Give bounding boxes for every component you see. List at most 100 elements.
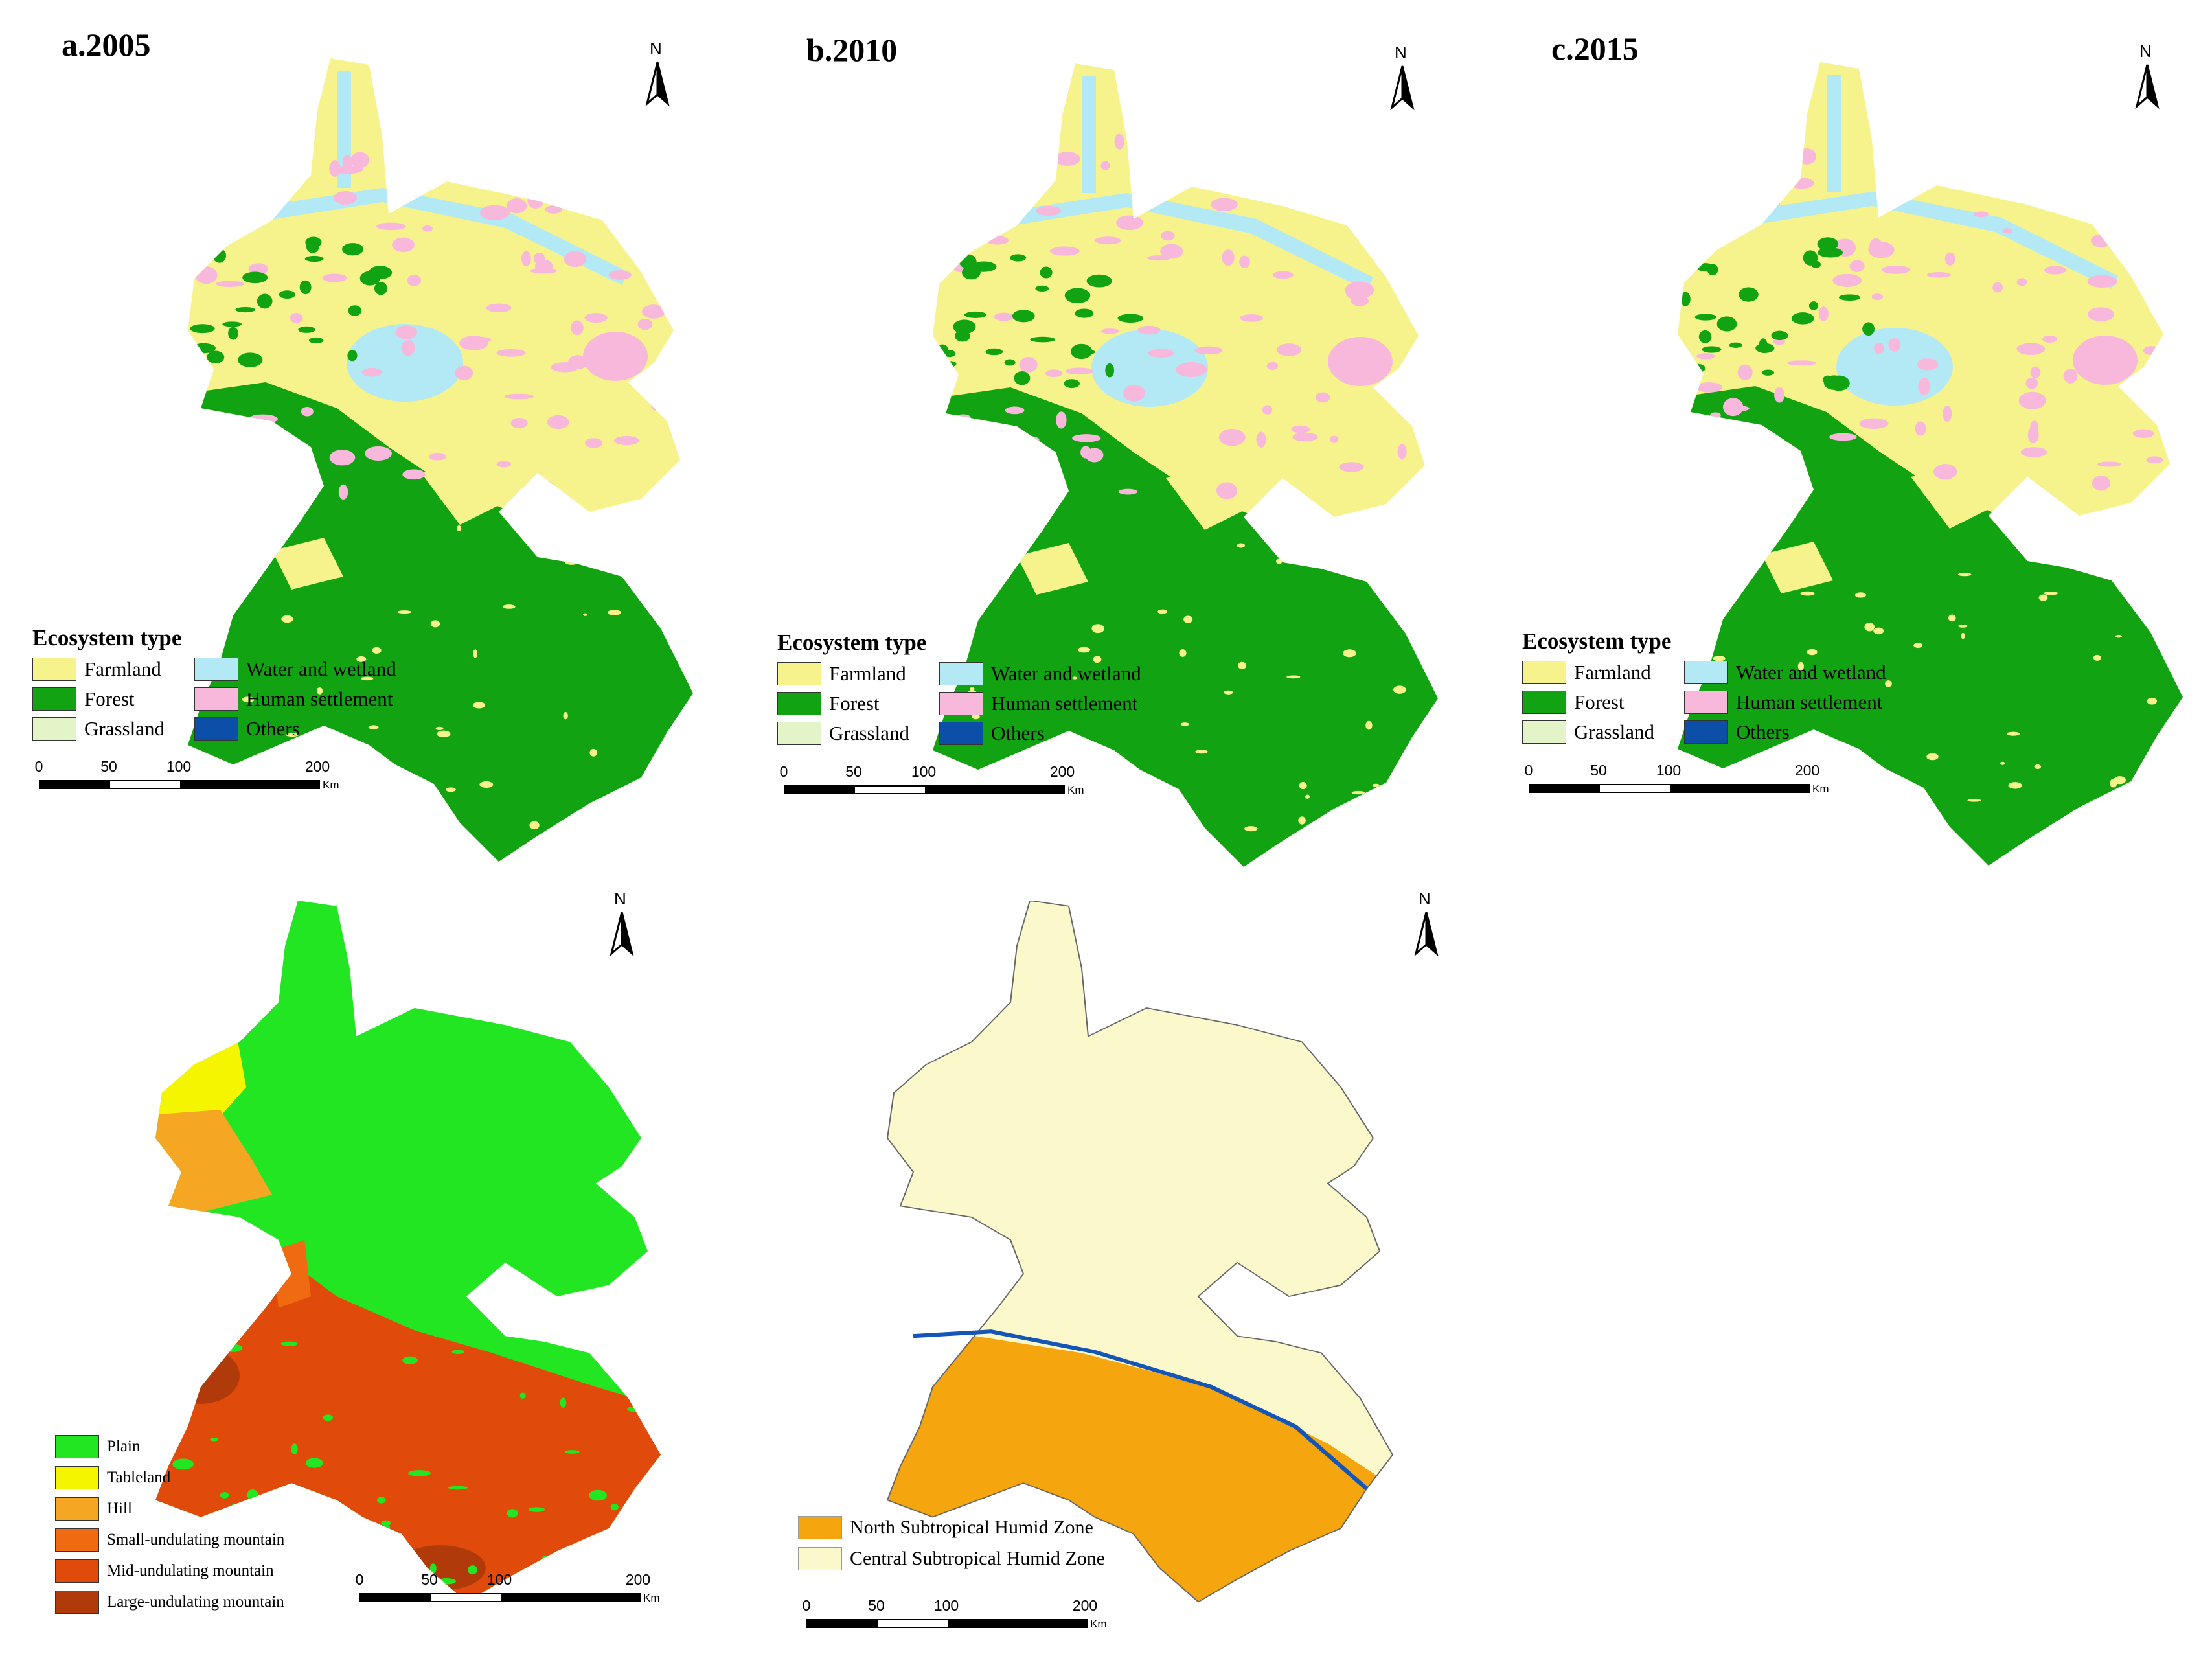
settlement-patch bbox=[407, 275, 422, 286]
settlement-patch bbox=[459, 336, 488, 350]
plain-patch bbox=[323, 1414, 334, 1421]
farmland-patch bbox=[1957, 572, 1972, 577]
settlement-patch bbox=[200, 165, 209, 173]
lake-area bbox=[1091, 329, 1208, 407]
settlement-patch bbox=[986, 435, 1015, 442]
scale-tick-label: 200 bbox=[1072, 1597, 1098, 1614]
farmland-patch bbox=[1305, 794, 1310, 799]
farmland-patch bbox=[972, 713, 980, 720]
scale-tick-label: 0 bbox=[802, 1597, 811, 1614]
settlement-patch bbox=[660, 477, 670, 492]
legend-item: Large-undulating mountain bbox=[55, 1591, 284, 1614]
scale-tick-label: 0 bbox=[1524, 762, 1533, 779]
farmland-patch bbox=[1286, 837, 1299, 844]
settlement-patch bbox=[2144, 160, 2165, 168]
legend-item: Others bbox=[939, 722, 1134, 745]
farmland-patch bbox=[1298, 816, 1306, 825]
farmland-patch bbox=[1343, 649, 1356, 658]
settlement-patch bbox=[527, 192, 544, 209]
legend-swatch bbox=[798, 1516, 842, 1539]
settlement-patch bbox=[1100, 328, 1119, 334]
settlement-patch bbox=[568, 355, 588, 369]
scale-tick-label: 100 bbox=[911, 763, 937, 780]
farmland-patch bbox=[1238, 661, 1247, 669]
forest-patch bbox=[1755, 343, 1775, 353]
panel-b: b.2010 N Ecosystem type Farmland Water an… bbox=[745, 0, 1483, 867]
legend-title: Ecosystem type bbox=[32, 625, 182, 650]
settlement-patch bbox=[2030, 420, 2039, 433]
forest-patch bbox=[306, 240, 319, 253]
settlement-patch bbox=[481, 161, 510, 174]
plain-patch bbox=[448, 1486, 468, 1490]
settlement-patch bbox=[1277, 343, 1302, 356]
settlement-patch bbox=[973, 164, 998, 177]
forest-patch bbox=[985, 348, 1003, 356]
farmland-patch bbox=[2044, 560, 2056, 565]
settlement-patch bbox=[983, 485, 992, 497]
farmland-patch bbox=[565, 558, 579, 565]
settlement-patch bbox=[1161, 231, 1175, 241]
scale-bar-segment bbox=[995, 787, 1064, 793]
legend-item: Human settlement bbox=[939, 692, 1137, 715]
settlement-patch bbox=[1917, 358, 1939, 371]
plain-patch bbox=[507, 1509, 518, 1518]
settlement-patch bbox=[1019, 356, 1038, 373]
farmland-patch bbox=[1887, 791, 1902, 797]
legend-item: Farmland bbox=[1522, 661, 1684, 684]
settlement-patch bbox=[1696, 382, 1722, 393]
north-label: N bbox=[614, 889, 626, 908]
farmland-patch bbox=[1077, 647, 1091, 653]
scale-tick-label: 200 bbox=[625, 1571, 651, 1588]
farmland-patch bbox=[1224, 690, 1233, 695]
scale-tick-label: 100 bbox=[486, 1571, 512, 1588]
plain-patch bbox=[601, 1551, 617, 1562]
farmland-patch bbox=[664, 518, 678, 523]
farmland-patch bbox=[970, 687, 975, 691]
farmland-patch bbox=[1365, 720, 1373, 730]
settlement-patch bbox=[1786, 449, 1800, 459]
legend-label: Grassland bbox=[84, 717, 165, 740]
farmland-patch bbox=[589, 748, 598, 757]
settlement-patch bbox=[1990, 140, 2004, 147]
scale-tick-label: 100 bbox=[1656, 762, 1682, 779]
plain-patch bbox=[560, 1550, 578, 1557]
settlement-patch bbox=[486, 303, 512, 313]
small-undulating-mountain-area bbox=[272, 1239, 311, 1308]
legend-swatch bbox=[798, 1547, 842, 1570]
farmland-patch bbox=[316, 687, 323, 695]
scale-bar: 0 50 100 200 Km bbox=[802, 1597, 1107, 1636]
settlement-patch bbox=[334, 190, 358, 205]
settlement-patch bbox=[641, 217, 666, 225]
forest-patch bbox=[1716, 316, 1737, 332]
legend-swatch bbox=[1684, 661, 1728, 684]
legend-label: Forest bbox=[84, 687, 135, 710]
settlement-patch bbox=[583, 332, 648, 381]
settlement-patch bbox=[554, 131, 563, 147]
forest-patch bbox=[298, 326, 315, 333]
legend-swatch bbox=[1522, 661, 1566, 684]
forest-patch bbox=[1030, 336, 1056, 343]
landform-panel: N Plain Tableland Hill Small-undulating mou… bbox=[0, 862, 738, 1654]
settlement-patch bbox=[455, 365, 473, 380]
settlement-patch bbox=[1943, 405, 1952, 422]
settlement-patch bbox=[1066, 367, 1093, 375]
legend-label: Mid-undulating mountain bbox=[107, 1562, 274, 1579]
settlement-patch bbox=[1378, 178, 1405, 194]
panel-c: c.2015 N Ecosystem type Farmland Water an… bbox=[1490, 0, 2212, 866]
forest-patch bbox=[1862, 322, 1875, 336]
settlement-patch bbox=[1696, 353, 1715, 360]
farmland-patch bbox=[1195, 750, 1208, 754]
settlement-patch bbox=[641, 304, 666, 319]
forest-patch bbox=[1698, 330, 1712, 343]
legend-label: Water and wetland bbox=[1736, 661, 1886, 683]
settlement-patch bbox=[982, 148, 1007, 158]
settlement-patch bbox=[1160, 244, 1183, 259]
farmland-patch bbox=[1286, 675, 1301, 679]
plain-patch bbox=[402, 1356, 418, 1364]
settlement-patch bbox=[2030, 366, 2041, 378]
settlement-patch bbox=[955, 414, 971, 422]
plain-patch bbox=[529, 1507, 545, 1512]
legend-label: Plain bbox=[107, 1438, 141, 1455]
forest-patch bbox=[1729, 342, 1742, 349]
settlement-patch bbox=[1926, 272, 1951, 278]
